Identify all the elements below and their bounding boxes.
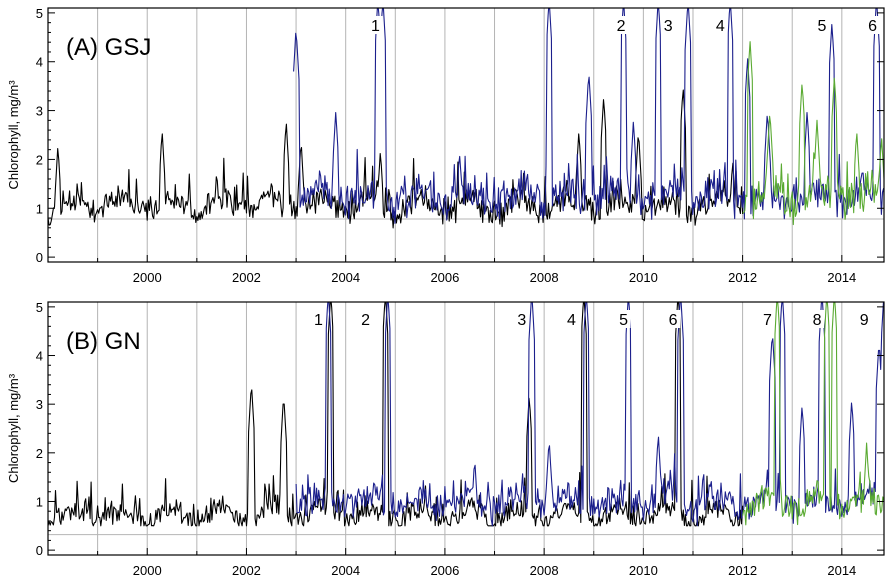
y-tick-label: 4: [36, 349, 43, 364]
panel-a-gsj: 0 1 2 3 4 5 2000 2002 2004 2006 2008 2010 2012 2014 Ch…: [6, 6, 885, 285]
y-tick-label: 2: [36, 446, 43, 461]
event-label: 2: [361, 312, 370, 329]
x-tick-label: 2002: [232, 563, 261, 578]
event-label-bg: [614, 16, 629, 34]
event-label: 2: [617, 18, 626, 35]
x-tick-label: 2012: [728, 563, 757, 578]
y-tick-label: 3: [36, 397, 43, 412]
event-label: 3: [664, 18, 673, 35]
y-tick-label: 5: [36, 6, 43, 21]
x-tick-label: 2014: [827, 270, 856, 285]
panel-b-gn: 0 1 2 3 4 5 2000 2002 2004 2006 2008 2010 2012 2014 Ch…: [6, 300, 885, 578]
y-tick-label: 0: [36, 250, 43, 265]
x-tick-label: 2012: [728, 270, 757, 285]
event-label-bg: [311, 310, 326, 328]
event-label-bg: [564, 310, 579, 328]
y-tick-label: 1: [36, 201, 43, 216]
event-label: 5: [818, 18, 827, 35]
event-label: 6: [669, 312, 678, 329]
event-label-bg: [616, 310, 631, 328]
event-label-bg: [760, 310, 775, 328]
event-label-bg: [810, 310, 825, 328]
y-tick-label: 2: [36, 152, 43, 167]
event-label-bg: [368, 16, 383, 34]
event-label: 6: [868, 18, 877, 35]
x-tick-label: 2000: [133, 563, 162, 578]
y-tick-label: 4: [36, 55, 43, 70]
x-tick-label: 2010: [629, 270, 658, 285]
event-label: 9: [860, 312, 869, 329]
series-line-1: [295, 302, 884, 527]
event-label-bg: [666, 310, 681, 328]
series-line-2: [742, 41, 884, 226]
plot-frame: [47, 7, 885, 263]
event-label-bg: [514, 310, 529, 328]
x-tick-label: 2004: [331, 563, 360, 578]
y-tick-label: 0: [36, 543, 43, 558]
series-line-2: [742, 302, 884, 526]
x-tick-label: 2004: [331, 270, 360, 285]
x-tick-label: 2000: [133, 270, 162, 285]
plot-frame: [47, 301, 885, 556]
x-tick-label: 2014: [827, 563, 856, 578]
event-label-bg: [814, 16, 829, 34]
event-label: 1: [371, 18, 380, 35]
y-tick-label: 5: [36, 300, 43, 315]
event-label-bg: [865, 16, 880, 34]
y-tick-label: 3: [36, 104, 43, 119]
event-label: 4: [567, 312, 576, 329]
x-tick-label: 2006: [430, 563, 459, 578]
event-label-bg: [713, 16, 728, 34]
x-tick-label: 2008: [530, 563, 559, 578]
x-tick-label: 2010: [629, 563, 658, 578]
y-tick-label: 1: [36, 494, 43, 509]
event-label: 1: [314, 312, 323, 329]
event-label: 7: [763, 312, 772, 329]
event-label-bg: [358, 310, 373, 328]
event-label: 5: [619, 312, 628, 329]
y-axis-label: Chlorophyll, mg/m³: [6, 80, 21, 190]
event-label-bg: [857, 310, 872, 328]
event-label: 4: [716, 18, 725, 35]
event-label-bg: [661, 16, 676, 34]
panel-label: (A) GSJ: [66, 34, 151, 61]
x-tick-label: 2006: [430, 270, 459, 285]
x-tick-label: 2008: [530, 270, 559, 285]
x-tick-label: 2002: [232, 270, 261, 285]
event-label: 8: [813, 312, 822, 329]
panel-label: (B) GN: [66, 328, 141, 355]
y-axis-label: Chlorophyll, mg/m³: [6, 373, 21, 483]
event-label: 3: [517, 312, 526, 329]
